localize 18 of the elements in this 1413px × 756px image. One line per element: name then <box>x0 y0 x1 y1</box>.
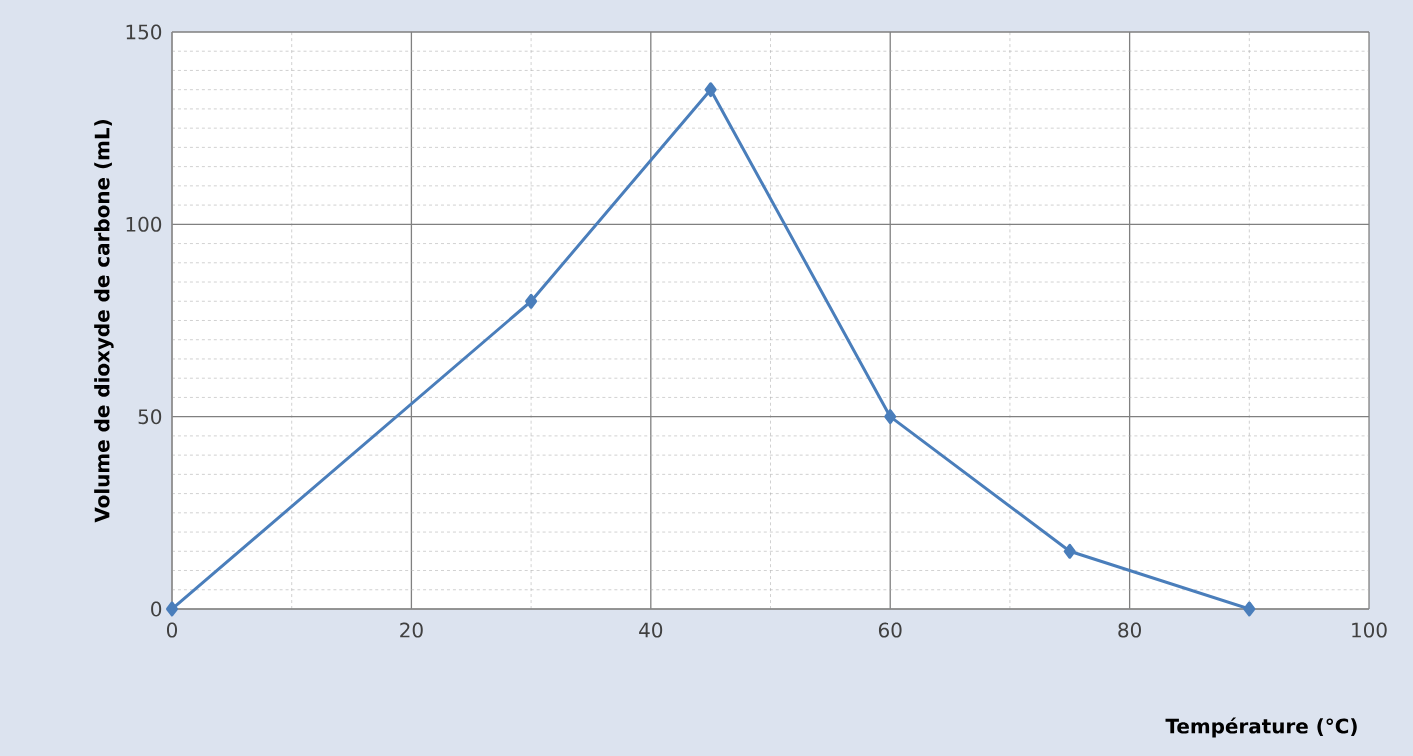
y-axis-title: Volume de dioxyde de carbone (mL) <box>94 120 114 523</box>
y-tick-label: 150 <box>126 24 162 40</box>
point <box>1063 543 1076 559</box>
point <box>884 409 897 425</box>
y-tick-label: 50 <box>138 409 162 425</box>
x-tick-label: 80 <box>1118 622 1141 638</box>
point <box>525 293 538 309</box>
x-tick-label: 0 <box>166 622 178 638</box>
x-axis-title: Température (°C) <box>1165 717 1357 738</box>
x-tick-label: 20 <box>400 622 423 638</box>
y-tick-label: 0 <box>151 601 162 617</box>
x-tick-label: 100 <box>1352 622 1387 638</box>
point <box>704 82 717 98</box>
y-tick-label: 100 <box>126 216 162 232</box>
point <box>1243 601 1256 617</box>
x-tick-label: 40 <box>639 622 663 638</box>
point <box>166 601 178 617</box>
x-tick-label: 60 <box>878 622 902 638</box>
